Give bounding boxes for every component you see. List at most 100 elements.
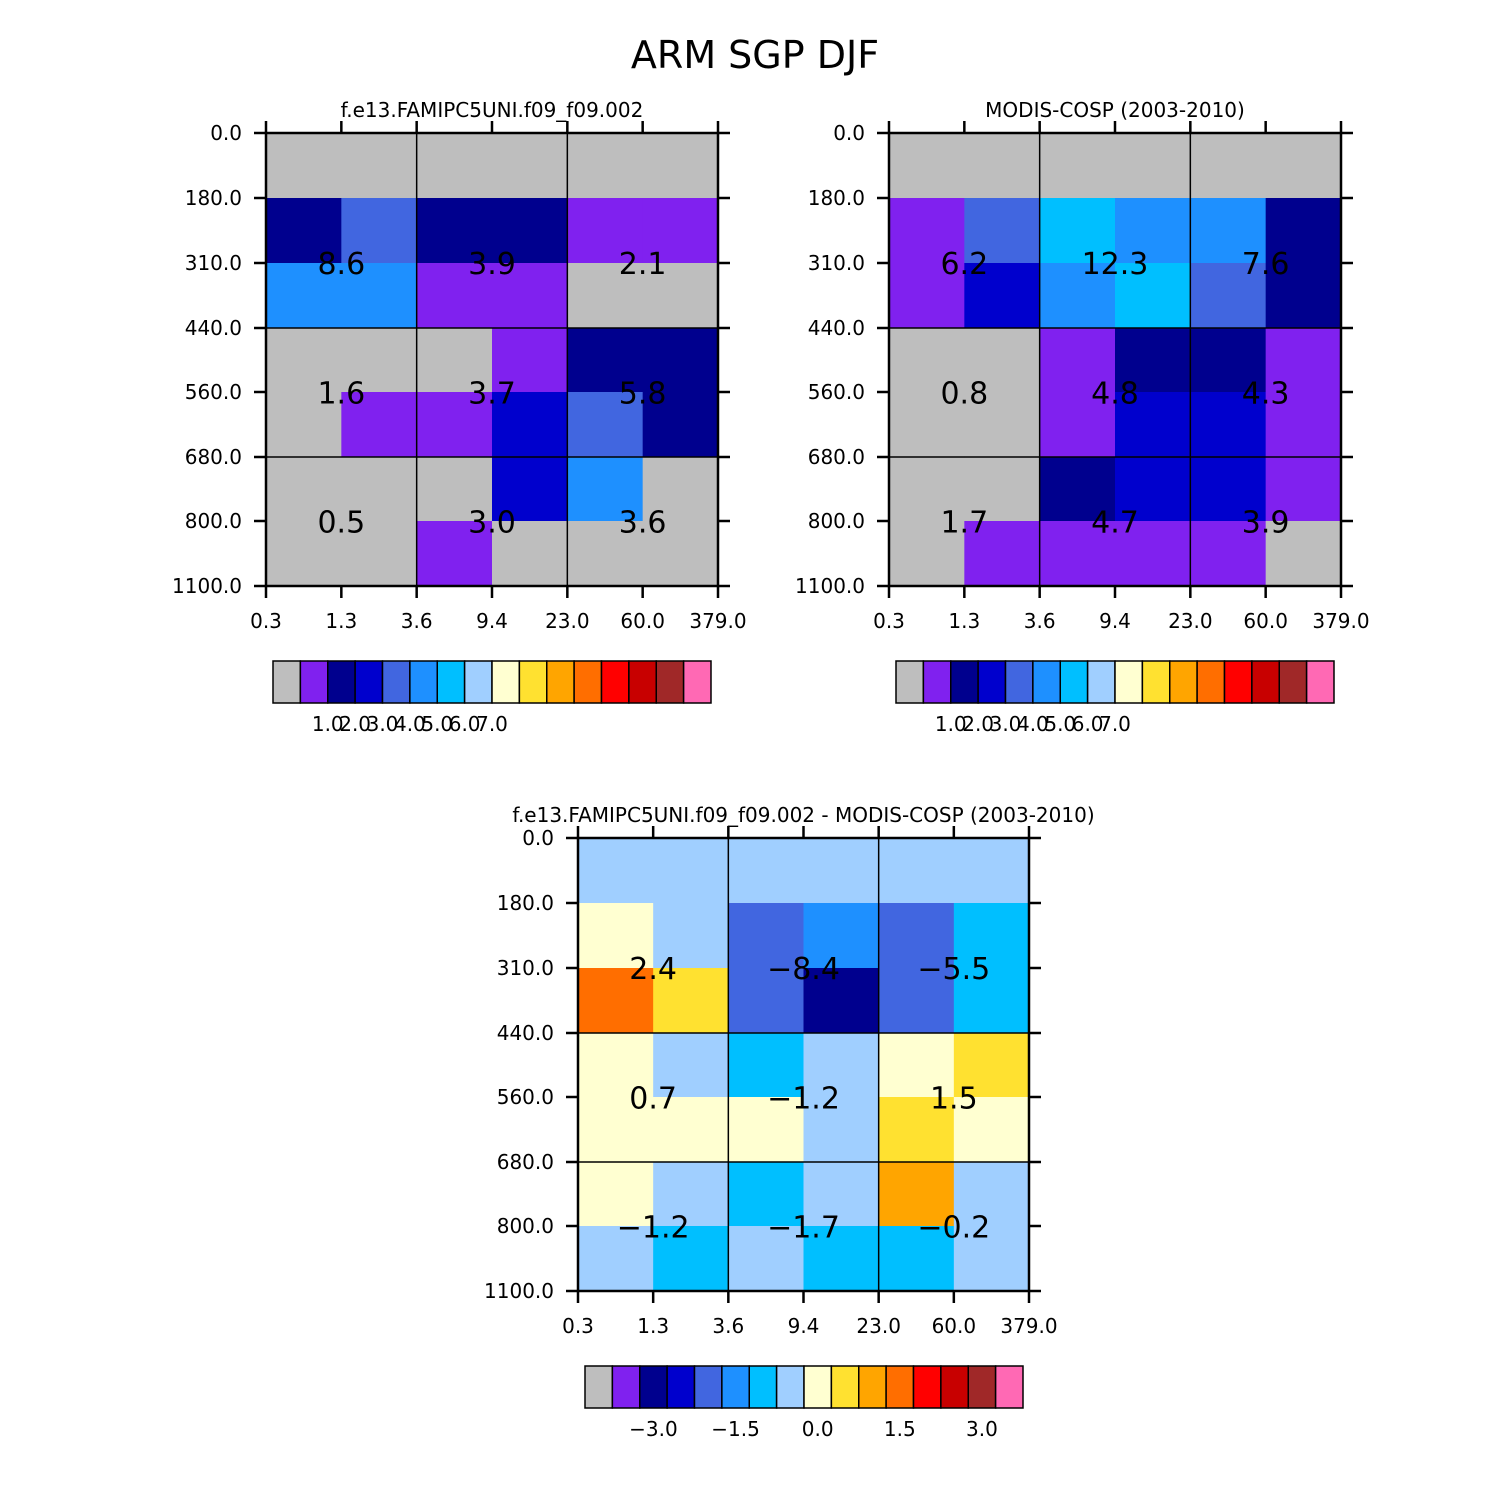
cell [341,198,418,264]
colorbar-label: 5.0 [1044,712,1076,736]
colorbar-swatch [967,1365,997,1409]
cell [567,392,644,458]
y-tick-label: 560.0 [497,1085,554,1109]
colorbar-swatch [272,660,302,704]
cell [803,1162,880,1227]
cell [728,1033,804,1098]
y-tick-label: 0.0 [210,121,242,145]
colorbar-swatch [299,660,329,704]
colorbar-label: 4.0 [1017,712,1049,736]
cell [416,133,493,199]
cell [567,198,644,264]
cell [728,1162,804,1227]
y-tick-label: 440.0 [185,316,242,340]
cell [1190,263,1267,329]
box-value-label: 5.8 [619,377,667,412]
box-value-label: 1.6 [317,377,365,412]
cell [653,1097,729,1163]
y-tick-label: 800.0 [808,509,865,533]
cell [266,392,342,458]
cell [492,392,568,458]
x-tick-label: 379.0 [1000,1314,1057,1338]
y-tick-label: 310.0 [497,956,554,980]
box-value-label: −0.2 [917,1211,990,1246]
cell [266,328,342,393]
cell [803,1226,880,1292]
cell [653,838,729,904]
colorbar-swatch [639,1365,668,1409]
box-value-label: −8.4 [767,952,840,987]
cell [642,133,719,199]
y-tick-label: 440.0 [497,1021,554,1045]
colorbar-label: 7.0 [1099,712,1131,736]
box-value-label: 0.5 [317,506,365,541]
cell [567,263,644,329]
cell [416,521,493,587]
box-value-label: 4.8 [1091,377,1139,412]
colorbar-swatch [1305,660,1335,704]
cell [1190,198,1267,264]
cell [964,328,1041,393]
box-value-label: 3.7 [468,377,516,412]
x-tick-label: 23.0 [1168,609,1213,633]
colorbar-swatch [611,1365,641,1409]
colorbar-swatch [895,660,925,704]
cell [964,521,1041,587]
cell [1190,328,1267,393]
box-value-label: 0.8 [940,377,988,412]
cell [1265,133,1342,199]
cell [1115,457,1191,522]
box-value-label: 2.4 [629,952,677,987]
cell [1039,328,1116,393]
cell [1115,328,1191,393]
cell [878,838,955,904]
colorbar-swatch [1196,660,1226,704]
colorbar-swatch [858,1365,887,1409]
cell [492,133,568,199]
panel-1: f.e13.FAMIPC5UNI.f09_f09.002 0.0 180.0 310.… [172,98,747,736]
panel-3: f.e13.FAMIPC5UNI.f09_f09.002 - MODIS-COS… [484,803,1095,1441]
cell [964,263,1041,329]
colorbar-swatch [940,1365,969,1409]
cell [878,968,955,1034]
y-tick-label: 1100.0 [484,1279,554,1303]
colorbar-label: 2.0 [962,712,994,736]
colorbar-swatch [1059,660,1089,704]
cell [266,457,342,522]
colorbar-swatch [518,660,548,704]
cell [642,198,719,264]
cell [1039,263,1116,329]
colorbar-label: 1.0 [935,712,967,736]
box-value-label: −1.2 [617,1211,690,1246]
cell [1190,392,1267,458]
cell [889,198,965,264]
cell [653,1162,729,1227]
cell [1265,457,1342,522]
cell [878,1097,955,1163]
y-tick-label: 180.0 [808,186,865,210]
cell [1265,392,1342,458]
cell [1265,328,1342,393]
colorbar-swatch [885,1365,915,1409]
cell [492,263,568,329]
cell [964,457,1041,522]
cell [642,521,719,587]
colorbar-label: 6.0 [449,712,481,736]
cell [341,392,418,458]
colorbar-swatch [327,660,356,704]
colorbar-label: 1.0 [312,712,344,736]
cell [1115,521,1191,587]
cell [728,838,804,904]
y-tick-label: 1100.0 [795,574,865,598]
x-tick-label: 60.0 [620,609,665,633]
cell [728,968,804,1034]
colorbar-label: −3.0 [629,1417,678,1441]
colorbar-label: 3.0 [990,712,1022,736]
colorbar-swatch [463,660,493,704]
colorbar-swatch [950,660,979,704]
cell [1115,263,1191,329]
cell [1190,457,1267,522]
x-tick-label: 1.3 [637,1314,669,1338]
colorbar-swatch [409,660,438,704]
figure-title: ARM SGP DJF [631,33,879,77]
